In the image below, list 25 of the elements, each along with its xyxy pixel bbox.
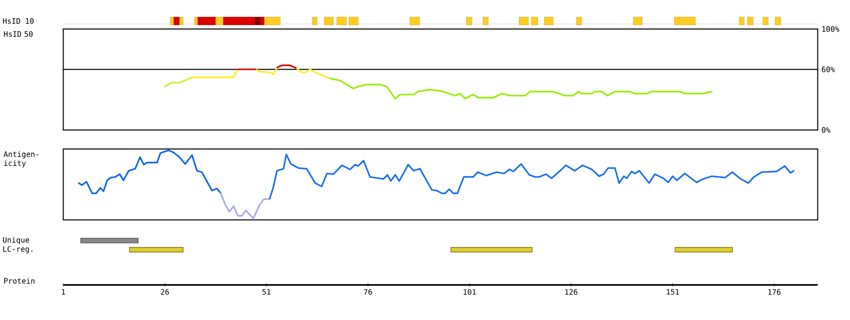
bar: [633, 16, 642, 26]
bar: [174, 16, 180, 26]
line-series: [329, 78, 712, 100]
bar: [194, 16, 198, 26]
bar: [519, 16, 529, 26]
bar: [747, 16, 754, 26]
bar: [410, 16, 420, 26]
bar: [576, 16, 582, 26]
bar: [482, 16, 488, 26]
bar: [531, 16, 538, 26]
bar: [466, 16, 472, 26]
bar: [544, 16, 554, 26]
bar: [674, 16, 696, 26]
bar: [198, 16, 216, 26]
bar: [739, 16, 744, 26]
bar: [216, 16, 224, 26]
bar: [312, 16, 318, 26]
bar: [179, 16, 184, 26]
bar: [774, 16, 781, 26]
bar: [170, 16, 174, 26]
bar: [324, 16, 334, 26]
line-series: [256, 66, 278, 76]
line-series: [296, 68, 331, 80]
bar: [264, 16, 280, 26]
bar: [762, 16, 768, 26]
